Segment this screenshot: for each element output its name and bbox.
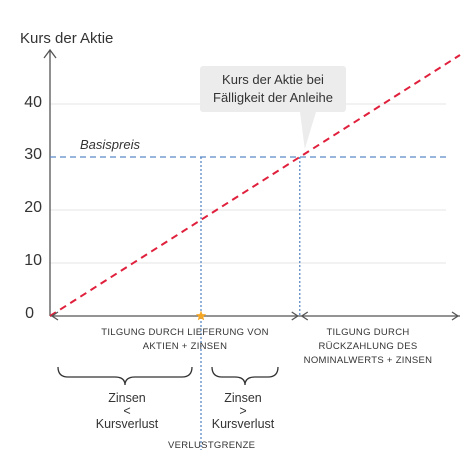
brace-left: [57, 366, 193, 386]
brace-right: [211, 366, 279, 386]
callout-line: Fälligkeit der Anleihe: [213, 90, 333, 105]
zone-left-arrow-end: [291, 311, 299, 321]
callout-line: Kurs der Aktie bei: [222, 72, 324, 87]
break-even-label: VERLUSTGRENZE: [168, 440, 256, 451]
zone-right-label: TILGUNG DURCH RÜCKZAHLUNG DES NOMINALWER…: [298, 326, 438, 368]
comparison-left-line: <: [123, 404, 131, 418]
comparison-right-line: Zinsen: [224, 391, 262, 405]
comparison-left-line: Zinsen: [108, 391, 146, 405]
comparison-right: Zinsen > Kursverlust: [208, 392, 278, 431]
y-axis-title: Kurs der Aktie: [20, 30, 114, 47]
callout-box: Kurs der Aktie bei Fälligkeit der Anleih…: [200, 66, 346, 112]
zone-left-line: AKTIEN + ZINSEN: [142, 341, 228, 352]
comparison-left-line: Kursverlust: [95, 417, 159, 431]
zone-right-line: RÜCKZAHLUNG DES: [318, 341, 418, 352]
y-tick-label: 20: [24, 199, 42, 216]
stock-price-line: [49, 54, 461, 317]
zone-right-arrow-end: [451, 311, 460, 321]
y-tick-label: 10: [24, 252, 42, 269]
callout-pointer: [300, 112, 316, 149]
y-tick-label: 40: [24, 94, 42, 111]
basispreis-label: Basispreis: [80, 137, 140, 152]
zone-left-line: TILGUNG DURCH LIEFERUNG VON: [101, 327, 269, 338]
zone-right-line: TILGUNG DURCH: [326, 327, 410, 338]
zone-left-arrow-start: [50, 311, 59, 321]
comparison-left: Zinsen < Kursverlust: [92, 392, 162, 431]
comparison-right-line: Kursverlust: [211, 417, 275, 431]
y-axis-arrow: [43, 48, 57, 59]
break-even-star-icon: [195, 310, 207, 321]
zone-right-arrow-start: [300, 311, 309, 321]
zone-right-line: NOMINALWERTS + ZINSEN: [303, 355, 433, 366]
comparison-right-line: >: [239, 404, 247, 418]
y-tick-label: 30: [24, 146, 42, 163]
y-tick-label: 0: [25, 305, 34, 322]
zone-left-label: TILGUNG DURCH LIEFERUNG VON AKTIEN + ZIN…: [80, 326, 290, 354]
